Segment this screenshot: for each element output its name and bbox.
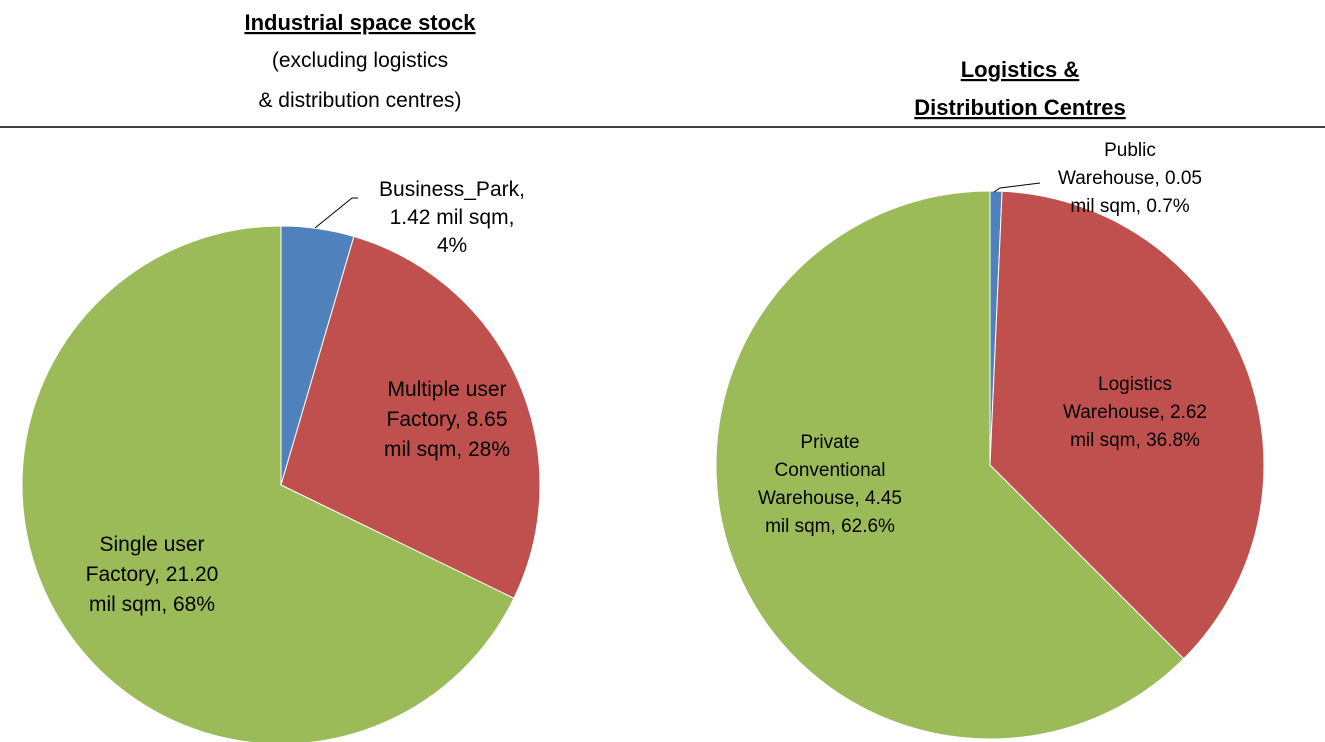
data-label: Business_Park, 1.42 mil sqm, 4% xyxy=(379,178,525,257)
chart-subtitle: (excluding logistics & distribution centr… xyxy=(258,49,461,112)
data-label: Private Conventional Warehouse, 4.45 mil sq… xyxy=(758,432,902,537)
data-label: Logistics Warehouse, 2.62 mil sqm, 36.8% xyxy=(1063,374,1207,451)
data-label: Multiple user Factory, 8.65 mil sqm, 28% xyxy=(384,378,510,461)
pie-slice xyxy=(715,190,1185,740)
leader-line xyxy=(314,197,358,229)
data-label: Single user Factory, 21.20 mil sqm, 68% xyxy=(86,533,219,616)
data-label: Public Warehouse, 0.05 mil sqm, 0.7% xyxy=(1058,140,1202,217)
pie-slice xyxy=(21,225,515,742)
pie-slice xyxy=(280,235,541,599)
leader-line xyxy=(993,182,1041,193)
pie-slice xyxy=(989,190,1265,660)
chart-title: Industrial space stock xyxy=(244,10,476,35)
chart-title: Logistics & Distribution Centres xyxy=(914,57,1125,120)
